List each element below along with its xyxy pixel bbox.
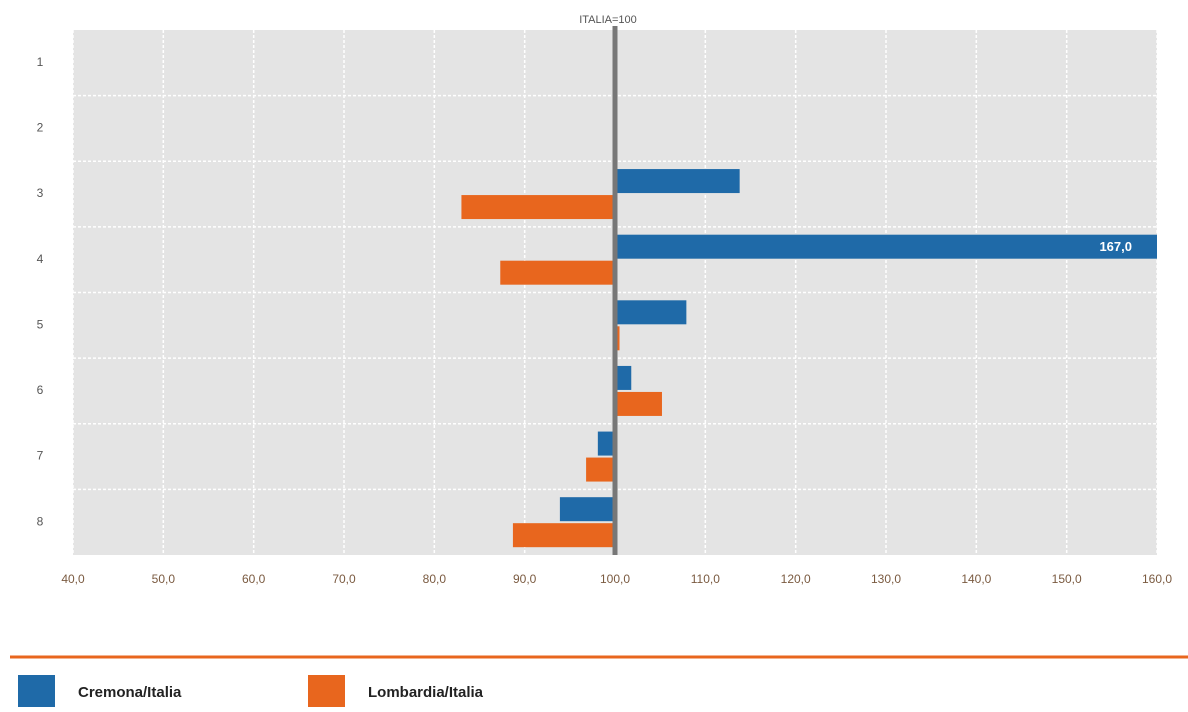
bar bbox=[615, 234, 1157, 259]
x-tick-label: 50,0 bbox=[152, 572, 176, 586]
x-tick-label: 90,0 bbox=[513, 572, 537, 586]
x-tick-label: 140,0 bbox=[961, 572, 991, 586]
y-tick-label: 1 bbox=[37, 55, 44, 69]
x-tick-label: 160,0 bbox=[1142, 572, 1172, 586]
bar bbox=[461, 195, 615, 220]
x-tick-label: 40,0 bbox=[61, 572, 85, 586]
x-tick-label: 150,0 bbox=[1052, 572, 1082, 586]
legend-swatch bbox=[308, 675, 345, 707]
bar bbox=[586, 457, 615, 482]
chart-title: ITALIA=100 bbox=[579, 14, 637, 26]
legend-swatch bbox=[18, 675, 55, 707]
y-tick-label: 7 bbox=[37, 449, 44, 463]
y-tick-label: 5 bbox=[37, 317, 44, 331]
x-tick-label: 110,0 bbox=[691, 572, 720, 586]
x-tick-label: 120,0 bbox=[781, 572, 811, 586]
bar bbox=[615, 300, 687, 325]
legend-label: Cremona/Italia bbox=[78, 684, 182, 701]
x-tick-label: 80,0 bbox=[423, 572, 447, 586]
x-tick-label: 70,0 bbox=[332, 572, 356, 586]
y-tick-label: 6 bbox=[37, 383, 44, 397]
x-tick-label: 130,0 bbox=[871, 572, 901, 586]
value-label: 167,0 bbox=[1099, 239, 1132, 254]
bar bbox=[559, 497, 615, 522]
bar bbox=[615, 169, 740, 194]
bar bbox=[597, 431, 615, 456]
x-tick-label: 100,0 bbox=[600, 572, 630, 586]
y-tick-label: 4 bbox=[37, 252, 44, 266]
y-tick-label: 2 bbox=[37, 121, 44, 135]
legend-label: Lombardia/Italia bbox=[368, 684, 484, 701]
bar bbox=[615, 365, 632, 390]
bar bbox=[615, 391, 662, 416]
bar bbox=[512, 523, 615, 548]
y-tick-label: 3 bbox=[37, 186, 44, 200]
y-tick-label: 8 bbox=[37, 514, 44, 528]
bar bbox=[500, 260, 615, 285]
bars bbox=[461, 169, 1157, 548]
x-tick-label: 60,0 bbox=[242, 572, 266, 586]
